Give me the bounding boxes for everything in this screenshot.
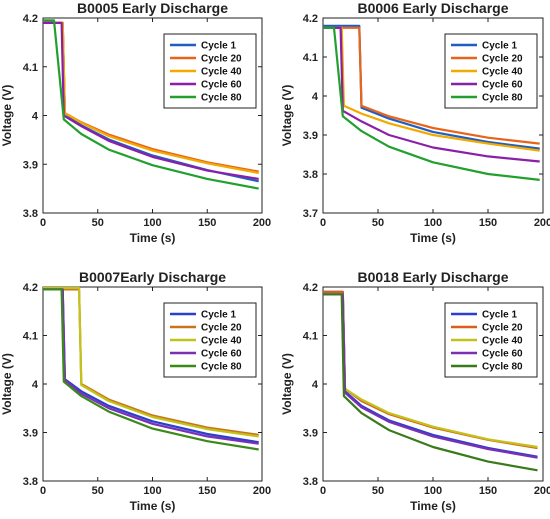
legend-label: Cycle 60 bbox=[201, 349, 242, 360]
series-line-cycle-80 bbox=[43, 19, 259, 190]
x-tick-label: 50 bbox=[372, 217, 384, 229]
legend-label: Cycle 1 bbox=[482, 310, 517, 321]
legend: Cycle 1 Cycle 20 Cycle 40 Cycle 60 Cycle 80 bbox=[163, 302, 257, 378]
chart-panel-3: 0 50 100 150 200 3.8 3.9 4 4.1 4.2 B0007Early Disc… bbox=[0, 269, 271, 513]
x-tick-label: 0 bbox=[40, 217, 46, 229]
y-tick-label: 4.2 bbox=[23, 13, 38, 25]
legend-label: Cycle 40 bbox=[482, 336, 523, 347]
legend-label: Cycle 40 bbox=[482, 67, 523, 78]
y-axis-label: Voltage (V) bbox=[280, 85, 294, 147]
x-tick-label: 0 bbox=[320, 217, 326, 229]
legend-label: Cycle 80 bbox=[201, 93, 242, 104]
series-line-cycle-60 bbox=[323, 26, 540, 163]
legend-label: Cycle 20 bbox=[201, 54, 242, 65]
chart-panel-1: 0 50 100 150 200 3.8 3.9 4 4.1 4.2 B0005 Early Dis… bbox=[0, 0, 271, 245]
y-tick-label: 4 bbox=[312, 91, 319, 103]
x-tick-label: 50 bbox=[92, 485, 104, 497]
legend-label: Cycle 20 bbox=[482, 323, 523, 334]
y-tick-label: 4.2 bbox=[303, 13, 318, 25]
y-tick-label: 3.8 bbox=[303, 476, 318, 488]
x-tick-label: 150 bbox=[198, 217, 216, 229]
legend-label: Cycle 80 bbox=[482, 93, 523, 104]
legend-label: Cycle 1 bbox=[201, 310, 236, 321]
series-line-cycle-80 bbox=[43, 288, 259, 451]
legend: Cycle 1 Cycle 20 Cycle 40 Cycle 60 Cycle 80 bbox=[444, 33, 538, 109]
series-line-cycle-60 bbox=[43, 288, 259, 445]
x-axis-label: Time (s) bbox=[130, 231, 176, 245]
x-axis-label: Time (s) bbox=[130, 499, 176, 513]
y-tick-label: 3.8 bbox=[23, 476, 38, 488]
y-tick-label: 3.8 bbox=[303, 169, 318, 181]
legend-label: Cycle 20 bbox=[482, 54, 523, 65]
chart-title: B0007Early Discharge bbox=[79, 269, 226, 285]
legend: Cycle 1 Cycle 20 Cycle 40 Cycle 60 Cycle 80 bbox=[444, 302, 538, 378]
legend-label: Cycle 60 bbox=[201, 80, 242, 91]
x-tick-label: 100 bbox=[424, 485, 442, 497]
x-axis-label: Time (s) bbox=[410, 231, 456, 245]
series-line-cycle-80 bbox=[323, 26, 540, 181]
y-tick-label: 4 bbox=[32, 111, 39, 123]
chart-title: B0006 Early Discharge bbox=[358, 0, 509, 16]
y-tick-label: 4.2 bbox=[23, 282, 38, 294]
x-tick-label: 200 bbox=[253, 217, 271, 229]
series-line-cycle-80 bbox=[323, 293, 538, 472]
legend-label: Cycle 80 bbox=[482, 362, 523, 373]
series-line-cycle-20 bbox=[323, 26, 540, 145]
series-line-cycle-60 bbox=[323, 293, 538, 459]
y-tick-label: 4.1 bbox=[23, 331, 38, 343]
y-axis-label: Voltage (V) bbox=[0, 85, 14, 147]
legend-label: Cycle 1 bbox=[201, 41, 236, 52]
series-line-cycle-40 bbox=[43, 286, 259, 438]
x-tick-label: 100 bbox=[424, 217, 442, 229]
legend-label: Cycle 60 bbox=[482, 80, 523, 91]
x-tick-label: 200 bbox=[534, 217, 550, 229]
legend-label: Cycle 40 bbox=[201, 336, 242, 347]
x-tick-label: 200 bbox=[253, 485, 271, 497]
y-axis-label: Voltage (V) bbox=[280, 353, 294, 415]
x-tick-label: 150 bbox=[198, 485, 216, 497]
y-tick-label: 3.9 bbox=[303, 428, 318, 440]
y-tick-label: 4.2 bbox=[303, 282, 318, 294]
chart-title: B0018 Early Discharge bbox=[358, 269, 509, 285]
x-axis-label: Time (s) bbox=[410, 499, 456, 513]
x-tick-label: 50 bbox=[372, 485, 384, 497]
x-tick-label: 150 bbox=[479, 485, 497, 497]
x-tick-label: 200 bbox=[534, 485, 550, 497]
y-tick-label: 3.9 bbox=[23, 428, 38, 440]
x-tick-label: 0 bbox=[40, 485, 46, 497]
legend-label: Cycle 40 bbox=[201, 67, 242, 78]
y-tick-label: 3.9 bbox=[23, 159, 38, 171]
series-line-cycle-40 bbox=[323, 26, 540, 152]
legend-label: Cycle 80 bbox=[201, 362, 242, 373]
y-tick-label: 4.1 bbox=[303, 331, 318, 343]
x-tick-label: 150 bbox=[479, 217, 497, 229]
x-tick-label: 0 bbox=[320, 485, 326, 497]
x-tick-label: 50 bbox=[92, 217, 104, 229]
chart-title: B0005 Early Discharge bbox=[77, 0, 228, 16]
series-line-cycle-60 bbox=[43, 21, 259, 180]
legend-label: Cycle 60 bbox=[482, 349, 523, 360]
y-tick-label: 3.7 bbox=[303, 208, 318, 220]
y-tick-label: 3.8 bbox=[23, 208, 38, 220]
y-axis-label: Voltage (V) bbox=[0, 353, 14, 415]
chart-panel-4: 0 50 100 150 200 3.8 3.9 4 4.1 4.2 B0018 Early Dis… bbox=[280, 269, 550, 513]
chart-panel-2: 0 50 100 150 200 3.7 3.8 3.9 4 4.1 4.2 B0006 Early … bbox=[280, 0, 550, 245]
x-tick-label: 100 bbox=[143, 217, 161, 229]
y-tick-label: 4.1 bbox=[303, 52, 318, 64]
legend-label: Cycle 20 bbox=[201, 323, 242, 334]
series-line-cycle-40 bbox=[43, 21, 259, 175]
y-tick-label: 4 bbox=[312, 379, 319, 391]
y-tick-label: 3.9 bbox=[303, 130, 318, 142]
legend: Cycle 1 Cycle 20 Cycle 40 Cycle 60 Cycle 80 bbox=[163, 33, 257, 109]
legend-label: Cycle 1 bbox=[482, 41, 517, 52]
x-tick-label: 100 bbox=[143, 485, 161, 497]
y-tick-label: 4 bbox=[32, 379, 39, 391]
y-tick-label: 4.1 bbox=[23, 62, 38, 74]
series-line-cycle-1 bbox=[323, 24, 540, 150]
